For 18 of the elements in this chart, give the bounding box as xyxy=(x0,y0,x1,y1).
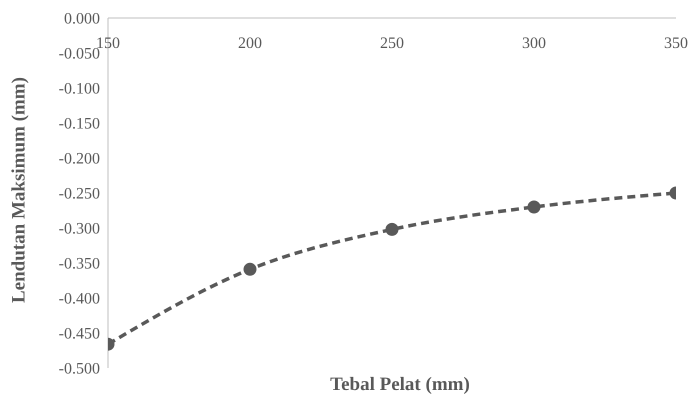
y-axis-title: Lendutan Maksimum (mm) xyxy=(8,77,30,303)
y-tick-label: -0.250 xyxy=(58,186,100,203)
y-tick-label: -0.050 xyxy=(58,46,100,63)
y-tick-label: -0.100 xyxy=(58,80,100,98)
y-tick-label: -0.200 xyxy=(58,150,100,168)
x-tick-label: 350 xyxy=(664,35,688,52)
y-tick-label: -0.300 xyxy=(58,220,100,238)
x-tick-label: 250 xyxy=(380,35,404,52)
y-tick-label: -0.450 xyxy=(58,326,100,343)
y-tick-label: -0.400 xyxy=(58,290,100,308)
x-axis-title: Tebal Pelat (mm) xyxy=(330,374,470,395)
y-tick-label: -0.150 xyxy=(58,116,100,133)
y-tick-label: 0.000 xyxy=(64,10,100,28)
x-tick-label: 300 xyxy=(522,35,546,52)
y-tick-label: -0.500 xyxy=(58,360,100,378)
x-tick-label: 200 xyxy=(238,35,262,52)
y-tick-label: -0.350 xyxy=(58,256,100,273)
point xyxy=(386,222,398,236)
